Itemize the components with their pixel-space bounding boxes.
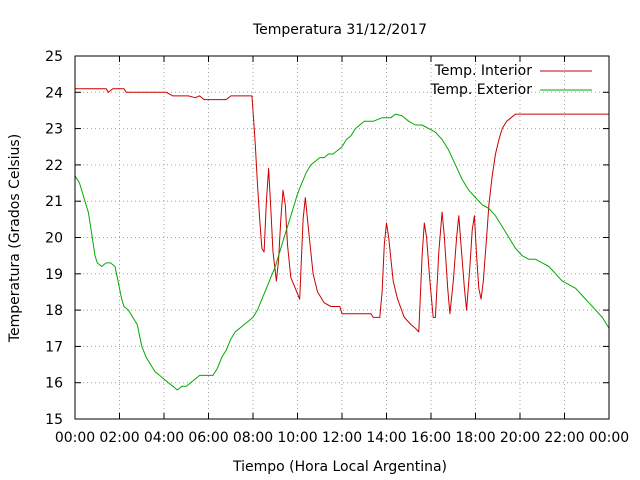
y-tick-label: 16 xyxy=(45,376,63,392)
y-tick-label: 17 xyxy=(45,339,63,355)
y-tick-label: 22 xyxy=(45,158,63,174)
y-tick-label: 21 xyxy=(45,194,63,210)
x-tick-label: 20:00 xyxy=(500,430,540,446)
y-tick-label: 23 xyxy=(45,122,63,138)
y-axis-label: Temperatura (Grados Celsius) xyxy=(7,134,23,343)
x-tick-label: 06:00 xyxy=(188,430,228,446)
legend-label-exterior: Temp. Exterior xyxy=(430,82,533,98)
x-tick-label: 14:00 xyxy=(366,430,406,446)
y-tick-label: 20 xyxy=(45,231,63,247)
series-line-interior xyxy=(75,88,609,333)
series-layer xyxy=(74,88,610,391)
x-tick-label: 18:00 xyxy=(455,430,495,446)
y-tick-label: 19 xyxy=(45,267,63,283)
y-tick-label: 15 xyxy=(45,412,63,428)
y-tick-label: 18 xyxy=(45,303,63,319)
series-line-exterior xyxy=(74,113,610,391)
x-tick-label: 00:00 xyxy=(589,430,629,446)
legend: Temp. Interior Temp. Exterior xyxy=(430,63,592,98)
x-tick-label: 04:00 xyxy=(144,430,184,446)
y-tick-label: 24 xyxy=(45,85,63,101)
legend-label-interior: Temp. Interior xyxy=(434,63,533,79)
ticks xyxy=(74,55,610,420)
x-tick-label: 16:00 xyxy=(411,430,451,446)
x-tick-label: 00:00 xyxy=(55,430,95,446)
x-tick-label: 02:00 xyxy=(99,430,139,446)
x-tick-label: 12:00 xyxy=(322,430,362,446)
x-tick-label: 08:00 xyxy=(233,430,273,446)
x-tick-label: 22:00 xyxy=(544,430,584,446)
chart-title: Temperatura 31/12/2017 xyxy=(252,22,427,38)
grid xyxy=(75,56,609,419)
y-tick-label: 25 xyxy=(45,49,63,65)
x-axis-label: Tiempo (Hora Local Argentina) xyxy=(232,459,447,475)
x-tick-label: 10:00 xyxy=(277,430,317,446)
tick-labels: 00:00 02:00 04:00 06:00 08:00 10:00 12:00 14:00… xyxy=(45,49,629,446)
